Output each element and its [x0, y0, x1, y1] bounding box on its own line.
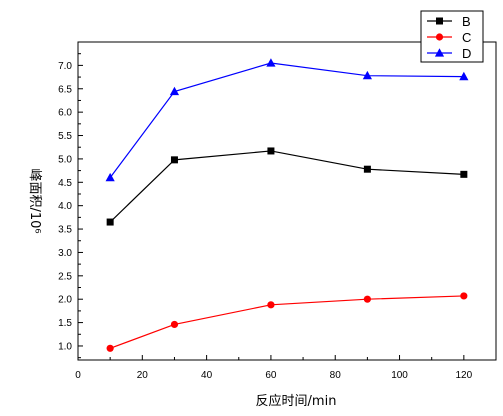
series-c-line — [109, 295, 464, 349]
series-c-point — [106, 344, 114, 352]
series-c-point — [460, 292, 468, 300]
y-tick-label: 2.5 — [58, 271, 72, 282]
x-tick-label: 40 — [201, 370, 213, 381]
axis-ticks — [77, 41, 497, 360]
series-d-point — [459, 71, 469, 81]
legend-c-marker — [435, 33, 444, 41]
y-tick-label: 4.5 — [58, 178, 72, 189]
legend-item-d: D — [427, 46, 471, 61]
y-tick-label: 5.0 — [58, 154, 72, 165]
series-d-line — [109, 62, 464, 178]
legend: BCD — [420, 10, 484, 63]
y-axis-title: 峰面积/10⁶ — [27, 168, 42, 233]
legend-d-label: D — [462, 46, 471, 61]
series-b-point — [267, 147, 275, 155]
legend-item-c: C — [427, 30, 471, 45]
x-tick-label: 80 — [330, 370, 342, 381]
series-d-point — [169, 86, 180, 96]
series-lines — [109, 62, 464, 349]
series-b-point — [363, 165, 371, 173]
y-tick-label: 1.5 — [58, 318, 72, 329]
y-tick-label: 7.0 — [58, 61, 72, 72]
series-b-line — [109, 150, 464, 223]
x-axis-title: 反应时间/min — [256, 393, 337, 409]
y-tick-label: 3.5 — [58, 225, 72, 236]
y-tick-label: 3.0 — [58, 248, 72, 259]
series-c-point — [363, 295, 371, 303]
series-c-point — [170, 320, 179, 329]
series-d-point — [362, 70, 372, 80]
x-tick-label: 60 — [265, 370, 277, 381]
series-c-point — [267, 301, 275, 309]
series-b-point — [460, 170, 468, 178]
y-tick-label: 5.5 — [58, 131, 72, 142]
legend-b-marker — [436, 17, 443, 25]
series-markers — [105, 58, 469, 352]
series-b-point — [170, 156, 178, 164]
series-b-point — [106, 218, 114, 226]
legend-d-marker — [434, 48, 445, 57]
x-tick-label: 120 — [456, 370, 473, 381]
y-tick-label: 1.0 — [58, 341, 72, 352]
y-tick-label: 6.0 — [58, 108, 72, 119]
y-tick-label: 2.0 — [58, 295, 72, 306]
y-tick-label: 6.5 — [58, 84, 72, 95]
x-tick-label: 0 — [75, 370, 81, 381]
legend-c-label: C — [462, 30, 471, 45]
x-tick-label: 20 — [137, 370, 149, 381]
legend-item-b: B — [427, 14, 471, 29]
plot-frame — [77, 41, 497, 361]
legend-b-label: B — [462, 14, 471, 29]
series-d-point — [105, 172, 115, 182]
y-tick-label: 4.0 — [58, 201, 72, 212]
tick-labels: 0 20 40 60 80 100 120 1.0 1.5 2.0 2.5 3.0 3.5 4.0 4.5 5… — [58, 61, 473, 381]
series-d-point — [266, 58, 276, 67]
x-tick-label: 100 — [391, 370, 408, 381]
